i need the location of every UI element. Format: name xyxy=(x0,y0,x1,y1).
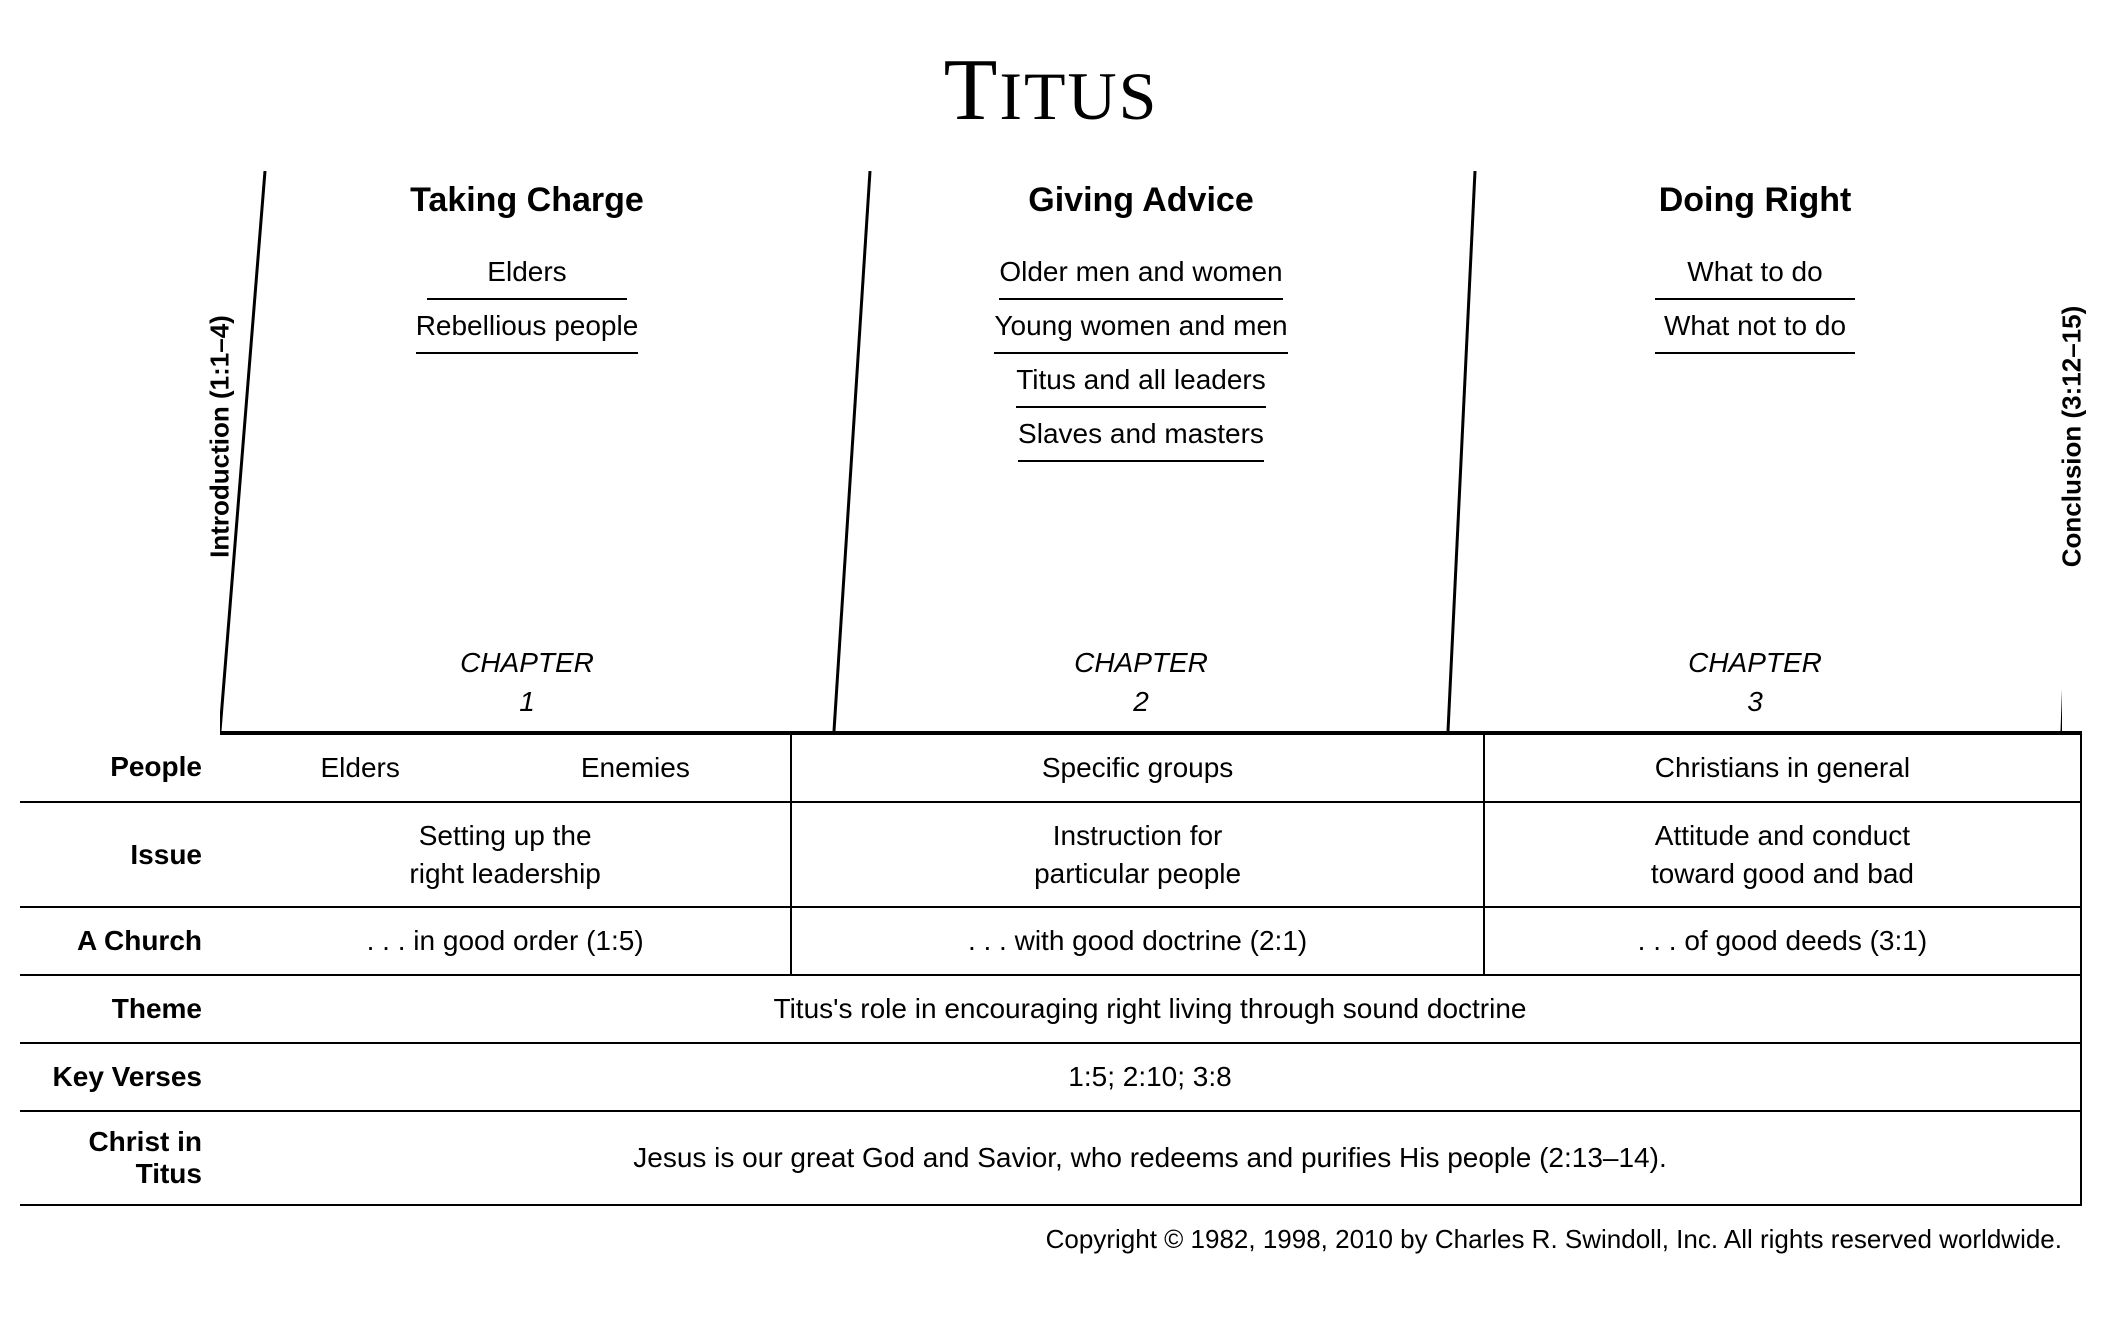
title-rest: ITUS xyxy=(999,58,1158,134)
row-verses-value: 1:5; 2:10; 3:8 xyxy=(220,1043,2081,1111)
column-2-items: Older men and women Young women and men … xyxy=(994,248,1287,464)
row-people-c2: Specific groups xyxy=(791,733,1484,802)
row-issue-c2: Instruction forparticular people xyxy=(791,802,1484,908)
column-1-chapter: CHAPTER 1 xyxy=(220,643,834,721)
column-3-header: Doing Right xyxy=(1659,181,1852,220)
row-church: A Church . . . in good order (1:5) . . .… xyxy=(20,907,2081,975)
chapter-num-2: 2 xyxy=(1133,686,1149,717)
chapter-num-1: 1 xyxy=(519,686,535,717)
column-2: Giving Advice Older men and women Young … xyxy=(834,171,1448,731)
row-people-label: People xyxy=(20,733,220,802)
row-people-c1: Elders Enemies xyxy=(220,733,791,802)
chapter-word-2: CHAPTER xyxy=(1074,647,1208,678)
row-church-c3: . . . of good deeds (3:1) xyxy=(1484,907,2081,975)
column-1-item-1: Rebellious people xyxy=(416,302,639,354)
row-people-c1b: Enemies xyxy=(581,749,690,787)
summary-table: People Elders Enemies Specific groups Ch… xyxy=(20,731,2082,1206)
titus-chart: TITUS Introduction (1:1–4) Conclusion (3… xyxy=(20,40,2082,1255)
title-first-letter: T xyxy=(944,42,1000,139)
column-3: Doing Right What to do What not to do CH… xyxy=(1448,171,2062,731)
column-2-item-2: Titus and all leaders xyxy=(1016,356,1266,408)
column-1-item-0: Elders xyxy=(427,248,627,300)
row-issue-label: Issue xyxy=(20,802,220,908)
column-1-items: Elders Rebellious people xyxy=(416,248,639,356)
page-title: TITUS xyxy=(20,40,2082,141)
chapter-word-1: CHAPTER xyxy=(460,647,594,678)
column-1-header: Taking Charge xyxy=(410,181,644,220)
row-christ-label: Christ in Titus xyxy=(20,1111,220,1205)
column-2-item-3: Slaves and masters xyxy=(1018,410,1264,462)
column-2-header: Giving Advice xyxy=(1028,181,1253,220)
column-2-item-1: Young women and men xyxy=(994,302,1287,354)
column-2-chapter: CHAPTER 2 xyxy=(834,643,1448,721)
row-verses-label: Key Verses xyxy=(20,1043,220,1111)
row-people-c1a: Elders xyxy=(321,749,400,787)
row-people: People Elders Enemies Specific groups Ch… xyxy=(20,733,2081,802)
row-christ: Christ in Titus Jesus is our great God a… xyxy=(20,1111,2081,1205)
row-issue: Issue Setting up theright leadership Ins… xyxy=(20,802,2081,908)
row-verses: Key Verses 1:5; 2:10; 3:8 xyxy=(20,1043,2081,1111)
copyright-text: Copyright © 1982, 1998, 2010 by Charles … xyxy=(20,1224,2082,1255)
columns-wrap: Taking Charge Elders Rebellious people C… xyxy=(220,171,2062,731)
row-christ-value: Jesus is our great God and Savior, who r… xyxy=(220,1111,2081,1205)
chapter-word-3: CHAPTER xyxy=(1688,647,1822,678)
row-issue-c1: Setting up theright leadership xyxy=(220,802,791,908)
table-area: People Elders Enemies Specific groups Ch… xyxy=(20,731,2082,1206)
column-3-chapter: CHAPTER 3 xyxy=(1448,643,2062,721)
column-2-item-0: Older men and women xyxy=(999,248,1282,300)
row-theme-value: Titus's role in encouraging right living… xyxy=(220,975,2081,1043)
row-church-c2: . . . with good doctrine (2:1) xyxy=(791,907,1484,975)
row-church-c1: . . . in good order (1:5) xyxy=(220,907,791,975)
chapter-num-3: 3 xyxy=(1747,686,1763,717)
row-people-c3: Christians in general xyxy=(1484,733,2081,802)
chart-upper-area: Introduction (1:1–4) Conclusion (3:12–15… xyxy=(220,171,2062,731)
row-theme: Theme Titus's role in encouraging right … xyxy=(20,975,2081,1043)
column-3-item-1: What not to do xyxy=(1655,302,1855,354)
row-church-label: A Church xyxy=(20,907,220,975)
column-3-item-0: What to do xyxy=(1655,248,1855,300)
column-1: Taking Charge Elders Rebellious people C… xyxy=(220,171,834,731)
column-3-items: What to do What not to do xyxy=(1655,248,1855,356)
row-theme-label: Theme xyxy=(20,975,220,1043)
row-issue-c3: Attitude and conducttoward good and bad xyxy=(1484,802,2081,908)
